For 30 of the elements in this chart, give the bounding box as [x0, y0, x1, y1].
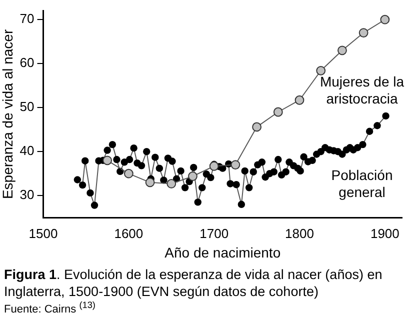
y-tick-label: 30: [20, 187, 34, 202]
series-label: Mujeres de la aristocracia: [320, 73, 404, 106]
source-note: Fuente: Cairns $^{(13)}$: [3, 300, 96, 316]
y-tick-label: 70: [20, 11, 34, 26]
text: Figura 1. Evolución de la esperanza de vida al nacer (años) en Inglaterra, 1500-1900 (EVN según datos de cohorte): [3, 266, 384, 300]
point: [252, 122, 262, 132]
y-tick-label: 50: [20, 99, 34, 114]
point: [273, 107, 283, 117]
point: [209, 161, 219, 171]
point: [380, 14, 390, 24]
point: [102, 156, 112, 166]
point: [294, 95, 304, 105]
point: [145, 178, 155, 188]
x-tick-label: 1700: [200, 226, 229, 241]
y-axis-title: Esperanza de vida al nacer: [0, 29, 16, 200]
y-tick-label: 40: [20, 143, 34, 158]
point: [230, 160, 240, 170]
series-label: Población general: [331, 166, 393, 200]
point: [188, 172, 198, 181]
x-axis-title: Año de nacimiento: [164, 244, 281, 260]
x-tick-label: 1600: [114, 226, 144, 241]
point: [124, 168, 134, 178]
x-tick-label: 1800: [285, 226, 314, 241]
x-tick-label: 1900: [370, 226, 400, 241]
x-tick-label: 1500: [28, 226, 58, 241]
point: [166, 179, 176, 188]
y-tick-label: 60: [20, 55, 34, 70]
point: [316, 66, 326, 76]
point: [338, 46, 347, 56]
point: [358, 28, 368, 38]
